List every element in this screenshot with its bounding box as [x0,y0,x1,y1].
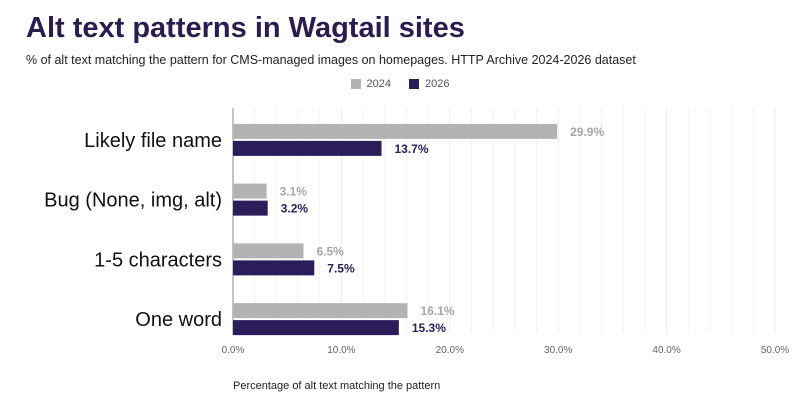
gridlines [232,108,776,335]
x-tick-label: 40.0% [652,345,680,356]
legend-label-2026: 2026 [425,78,450,90]
data-label-2026: 3.2% [281,202,309,216]
bars [233,123,558,336]
chart-subtitle: % of alt text matching the pattern for C… [26,53,636,67]
x-tick-label: 20.0% [436,345,464,356]
chart-title: Alt text patterns in Wagtail sites [26,12,465,44]
legend-swatch-2026 [409,79,419,89]
value-labels: 29.9% 13.7% 3.1% 3.2% 6.5% 7.5% 16.1% 15.3% [280,125,605,335]
bar-2026 [233,260,315,276]
x-tick-label: 10.0% [327,345,355,356]
x-axis-label: Percentage of alt text matching the patt… [233,380,441,392]
bar-2024 [233,303,408,319]
data-label-2024: 6.5% [316,244,344,258]
x-tick-label: 30.0% [544,345,572,356]
bar-2024 [233,123,558,139]
bar-2026 [233,140,382,156]
legend: 2024 2026 [0,78,800,90]
x-tick-labels: 0.0% 10.0% 20.0% 30.0% 40.0% 50.0% [222,345,790,356]
x-tick-label: 50.0% [761,345,789,356]
category-label: 1-5 characters [94,249,222,271]
data-label-2026: 13.7% [395,142,429,156]
data-label-2026: 15.3% [412,321,446,335]
bar-2024 [233,183,267,199]
data-label-2026: 7.5% [327,261,355,275]
bar-2026 [233,200,268,216]
legend-swatch-2024 [350,79,361,89]
bar-2026 [233,320,399,336]
data-label-2024: 3.1% [280,185,308,199]
category-label: Bug (None, img, alt) [44,190,222,212]
data-label-2024: 29.9% [570,125,604,139]
category-label: Likely file name [84,130,222,152]
category-labels: Likely file name Bug (None, img, alt) 1-5 … [44,130,222,331]
category-label: One word [135,309,222,331]
legend-item-2026[interactable]: 2026 [409,78,449,90]
data-label-2024: 16.1% [421,304,455,318]
legend-item-2024[interactable]: 2024 [350,78,391,90]
legend-label-2024: 2024 [366,78,391,90]
bar-2024 [233,243,304,259]
x-tick-label: 0.0% [222,345,245,356]
